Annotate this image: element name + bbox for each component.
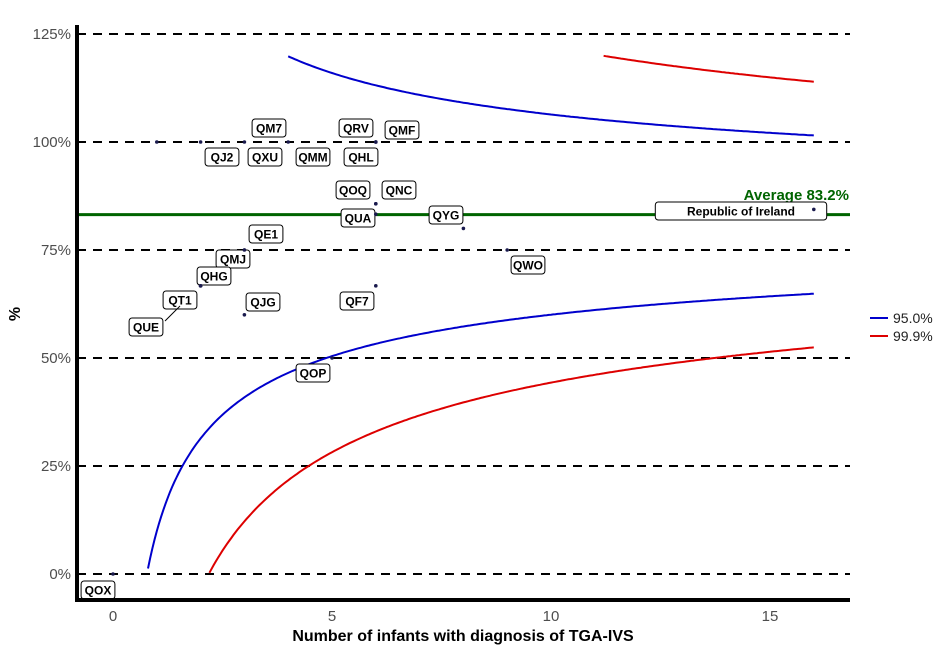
y-tick-label: 75%: [41, 242, 71, 259]
point-label-box: [215, 249, 251, 269]
x-axis-title: Number of infants with diagnosis of TGA-…: [292, 628, 634, 645]
point-label: QHG: [200, 270, 227, 284]
data-point: [461, 226, 466, 231]
data-point: [242, 140, 247, 144]
point-label: QMJ: [220, 253, 246, 267]
average-label: Average 83.2%: [744, 187, 849, 204]
point-label: QUE: [133, 321, 159, 335]
lower-limit-0: [147, 292, 814, 569]
point-label-box: [654, 201, 828, 221]
point-label: QJG: [250, 296, 275, 310]
point-label: QUA: [345, 212, 372, 226]
point-label-box: [162, 290, 198, 310]
lower-limit-1: [208, 346, 814, 574]
point-label-box: [335, 180, 371, 200]
point-label: QMM: [298, 151, 327, 165]
point-label: QWO: [513, 259, 543, 273]
point-label-box: [510, 255, 546, 275]
upper-limit-0: [287, 55, 814, 137]
y-tick-label: 100%: [33, 134, 71, 151]
point-label-box: [204, 147, 240, 167]
legend-label: 99.9%: [893, 328, 933, 344]
data-point: [242, 248, 247, 252]
point-label-box: [338, 118, 374, 138]
y-tick-label: 50%: [41, 350, 71, 367]
y-tick-label: 0%: [49, 566, 71, 583]
point-label: QOP: [300, 367, 327, 381]
point-label: Republic of Ireland: [687, 205, 795, 219]
point-label: QF7: [345, 295, 369, 309]
point-label-box: [248, 224, 284, 244]
point-label-box: [128, 317, 164, 337]
point-label: QYG: [433, 209, 460, 223]
x-tick-label: 10: [543, 608, 560, 625]
point-label-box: [247, 147, 283, 167]
data-point: [111, 572, 115, 576]
point-label: QMF: [389, 124, 416, 138]
data-point: [374, 284, 378, 288]
point-label-box: [343, 147, 379, 167]
data-point: [374, 201, 378, 206]
point-label-box: [340, 208, 376, 228]
point-label: QE1: [254, 228, 278, 242]
x-tick-label: 0: [109, 608, 117, 625]
upper-limit-1: [603, 54, 814, 83]
data-point: [374, 140, 378, 144]
x-tick-label: 15: [762, 608, 779, 625]
point-label-box: [251, 118, 287, 138]
data-point: [330, 356, 334, 360]
point-label-box: [196, 266, 232, 286]
point-label-box: [295, 363, 331, 383]
point-label-box: [339, 291, 375, 311]
data-point: [198, 284, 203, 288]
data-point: [286, 140, 291, 144]
point-label-box: [428, 205, 464, 225]
point-label: QJ2: [211, 151, 234, 165]
data-point: [242, 313, 247, 317]
point-label: QHL: [348, 151, 373, 165]
point-label-box: [245, 292, 281, 312]
x-tick-label: 5: [328, 608, 336, 625]
leader-line: [164, 305, 181, 322]
legend-label: 95.0%: [893, 310, 933, 326]
point-label: QNC: [386, 184, 413, 198]
data-point: [505, 248, 510, 252]
data-point: [812, 207, 816, 212]
data-point: [155, 140, 159, 144]
y-axis-title: %: [7, 307, 24, 321]
point-label-box: [381, 180, 417, 200]
point-label: QOQ: [339, 184, 367, 198]
point-label: QRV: [343, 122, 369, 136]
point-label: QXU: [252, 151, 278, 165]
point-label-box: [295, 147, 331, 167]
point-label: QT1: [168, 294, 192, 308]
point-label: QM7: [256, 122, 282, 136]
y-tick-label: 25%: [41, 458, 71, 475]
data-point: [374, 212, 378, 216]
point-label-box: [384, 120, 420, 140]
y-tick-label: 125%: [33, 26, 71, 43]
data-point: [198, 140, 203, 144]
point-label: QOX: [85, 584, 112, 598]
